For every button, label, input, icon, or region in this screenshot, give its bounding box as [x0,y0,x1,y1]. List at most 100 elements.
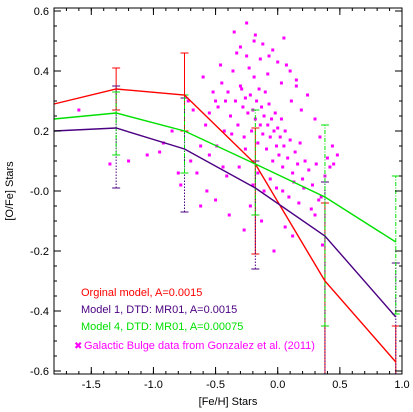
scatter-point [221,165,225,169]
scatter-point [306,93,310,97]
scatter-point [242,135,246,139]
legend-entry-model-4: Model 4, DTD: MR01, A=0.00075 [81,321,243,333]
scatter-point [294,78,298,82]
scatter-point [204,123,208,127]
x-tick-label: 0.0 [270,379,285,391]
scatter-point [253,33,257,37]
scatter-point [231,69,235,73]
scatter-point [296,162,300,166]
scatter-point [281,189,285,193]
scatter-point [252,39,256,43]
legend-entry-original: Orginal model, A=0.0015 [81,287,202,299]
scatter-point [288,69,292,73]
scatter-point [176,171,180,175]
y-tick-label: 0.2 [34,126,49,138]
scatter-point [313,213,317,217]
scatter-point [303,159,307,163]
scatter-point [250,129,254,133]
scatter-point [256,171,260,175]
scatter-point [238,84,242,88]
scatter-point [238,45,242,49]
scatter-point [314,162,318,166]
scatter-point [247,66,251,70]
legend: Orginal model, A=0.0015 Model 1, DTD: MR… [74,287,315,352]
y-tick-label: -0.2 [30,246,49,258]
scatter-point [228,114,232,118]
scatter-point [127,159,131,163]
scatter-point [170,129,174,133]
scatter-point [219,63,223,67]
scatter-point [258,123,262,127]
plot-frame [53,7,403,375]
scatter-point [145,153,149,157]
scatter-point [225,174,229,178]
scatter-point [282,36,286,40]
scatter-point [267,54,271,58]
scatter-point [216,105,220,109]
scatter-point [257,87,261,91]
scatter-point [283,225,287,229]
x-axis-label: [Fe/H] Stars [199,396,258,408]
scatter-point [278,135,282,139]
scatter-point [309,207,313,211]
legend-entry-model-1: Model 1, DTD: MR01, A=0.0015 [81,304,237,316]
scatter-point [311,183,315,187]
scatter-point [262,189,266,193]
scatter-point [179,183,183,187]
scatter-point [260,105,264,109]
scatter-point [251,183,255,187]
scatter-point [255,99,259,103]
scatter-point [240,87,244,91]
scatter-point [258,57,262,61]
scatter-point [261,42,265,46]
scatter-point [207,111,211,115]
x-tick-label: -1.5 [82,379,101,391]
scatter-point [205,189,209,193]
scatter-point [260,219,264,223]
scatter-point [268,135,272,139]
scatter-point [214,99,218,103]
legend-entry-bulge-data: Galactic Bulge data from Gonzalez et al.… [84,340,315,352]
legend-marker: ✖ [74,341,82,352]
scatter-point [265,147,269,151]
scatter-point [319,195,323,199]
scatter-point [282,144,286,148]
series-line [53,88,397,363]
scatter-point [241,105,245,109]
scatter-point [274,144,278,148]
scatter-point [158,150,162,154]
scatter-point [301,177,305,181]
scatter-point [199,144,203,148]
scatter-point [243,96,247,100]
scatter-point [284,63,288,67]
scatter-point [268,177,272,181]
scatter-point [242,228,246,232]
scatter-point [199,204,203,208]
scatter-point [261,132,265,136]
scatter-point [211,90,215,94]
scatter-layer [77,21,339,253]
x-tick-label: -0.5 [206,379,225,391]
scatter-point [318,135,322,139]
series-line-layer [53,88,397,363]
scatter-point [288,138,292,142]
scatter-point [201,75,205,79]
y-tick-label: 0.6 [34,6,49,18]
scatter-point [286,156,290,160]
scatter-point [330,144,334,148]
scatter-point [271,159,275,163]
scatter-point [293,150,297,154]
scatter-point [235,51,239,55]
scatter-point [276,126,280,130]
scatter-point [226,90,230,94]
scatter-point [313,117,317,121]
scatter-point [236,123,240,127]
y-axis-label: [O/Fe] Stars [4,161,16,221]
scatter-point [279,81,283,85]
scatter-point [248,204,252,208]
scatter-point [291,171,295,175]
series-line [53,127,397,318]
scatter-point [263,90,267,94]
scatter-point [220,81,224,85]
